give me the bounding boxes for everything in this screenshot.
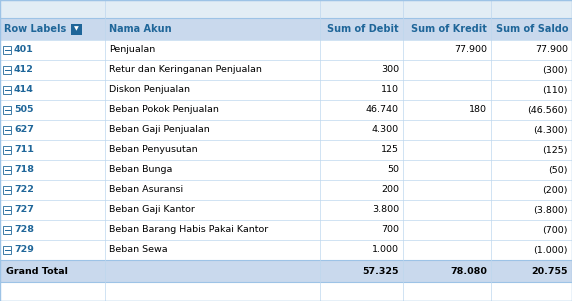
Text: Beban Pokok Penjualan: Beban Pokok Penjualan — [109, 105, 219, 114]
Text: (700): (700) — [542, 225, 568, 234]
Text: (200): (200) — [542, 185, 568, 194]
Text: Retur dan Keringanan Penjualan: Retur dan Keringanan Penjualan — [109, 66, 262, 75]
Text: Penjualan: Penjualan — [109, 45, 155, 54]
Bar — [0, 60, 572, 80]
Bar — [3, 246, 11, 254]
Text: 1.000: 1.000 — [372, 246, 399, 255]
Text: 20.755: 20.755 — [531, 266, 568, 275]
Bar — [3, 106, 11, 114]
Text: Beban Gaji Kantor: Beban Gaji Kantor — [109, 206, 195, 215]
Text: (1.000): (1.000) — [534, 246, 568, 255]
Bar — [0, 18, 572, 40]
Text: 700: 700 — [381, 225, 399, 234]
Text: Beban Asuransi: Beban Asuransi — [109, 185, 183, 194]
Bar — [3, 186, 11, 194]
Text: Sum of Debit: Sum of Debit — [327, 24, 399, 34]
Text: (46.560): (46.560) — [527, 105, 568, 114]
Text: 3.800: 3.800 — [372, 206, 399, 215]
Text: Beban Barang Habis Pakai Kantor: Beban Barang Habis Pakai Kantor — [109, 225, 268, 234]
Text: ▼: ▼ — [74, 26, 79, 32]
Bar — [0, 200, 572, 220]
Text: 414: 414 — [14, 85, 34, 95]
Text: 711: 711 — [14, 145, 34, 154]
Bar — [0, 0, 572, 18]
Text: (110): (110) — [542, 85, 568, 95]
Bar — [0, 140, 572, 160]
Text: Diskon Penjualan: Diskon Penjualan — [109, 85, 190, 95]
Text: 401: 401 — [14, 45, 34, 54]
Text: (125): (125) — [542, 145, 568, 154]
Text: (50): (50) — [549, 166, 568, 175]
Text: 77.900: 77.900 — [454, 45, 487, 54]
Text: 180: 180 — [469, 105, 487, 114]
Bar — [0, 40, 572, 60]
Text: 50: 50 — [387, 166, 399, 175]
Bar — [0, 260, 572, 282]
Bar — [3, 126, 11, 134]
Text: Beban Penyusutan: Beban Penyusutan — [109, 145, 197, 154]
Bar — [0, 282, 572, 301]
Text: Beban Sewa: Beban Sewa — [109, 246, 168, 255]
Text: Nama Akun: Nama Akun — [109, 24, 172, 34]
Bar — [3, 226, 11, 234]
Text: 57.325: 57.325 — [363, 266, 399, 275]
Text: Row Labels: Row Labels — [4, 24, 66, 34]
Bar — [0, 120, 572, 140]
Text: 722: 722 — [14, 185, 34, 194]
Text: 110: 110 — [381, 85, 399, 95]
Bar — [0, 240, 572, 260]
Text: 77.900: 77.900 — [535, 45, 568, 54]
Text: Beban Gaji Penjualan: Beban Gaji Penjualan — [109, 126, 210, 135]
Text: Sum of Saldo: Sum of Saldo — [495, 24, 568, 34]
Text: 300: 300 — [381, 66, 399, 75]
Text: 627: 627 — [14, 126, 34, 135]
Text: 729: 729 — [14, 246, 34, 255]
Text: Grand Total: Grand Total — [6, 266, 68, 275]
Bar — [0, 80, 572, 100]
Text: 728: 728 — [14, 225, 34, 234]
Text: 412: 412 — [14, 66, 34, 75]
Text: 78.080: 78.080 — [450, 266, 487, 275]
Text: 505: 505 — [14, 105, 34, 114]
Bar — [0, 180, 572, 200]
Bar — [0, 220, 572, 240]
Text: Sum of Kredit: Sum of Kredit — [411, 24, 487, 34]
Bar — [3, 166, 11, 174]
Text: 46.740: 46.740 — [366, 105, 399, 114]
Text: (300): (300) — [542, 66, 568, 75]
Bar — [0, 100, 572, 120]
Text: 727: 727 — [14, 206, 34, 215]
Text: 718: 718 — [14, 166, 34, 175]
Bar — [3, 206, 11, 214]
Text: Beban Bunga: Beban Bunga — [109, 166, 172, 175]
Text: 125: 125 — [381, 145, 399, 154]
Bar — [71, 23, 82, 35]
Bar — [3, 86, 11, 94]
Text: 200: 200 — [381, 185, 399, 194]
Bar — [3, 66, 11, 74]
Bar — [3, 146, 11, 154]
Text: (3.800): (3.800) — [533, 206, 568, 215]
Bar — [3, 46, 11, 54]
Text: (4.300): (4.300) — [533, 126, 568, 135]
Bar — [0, 160, 572, 180]
Text: 4.300: 4.300 — [372, 126, 399, 135]
